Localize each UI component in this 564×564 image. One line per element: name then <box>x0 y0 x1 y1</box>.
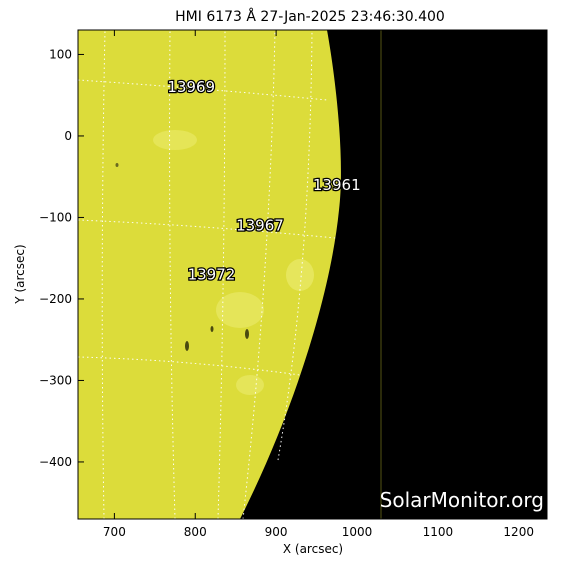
y-tick-label: 100 <box>49 47 72 61</box>
longitude-line <box>242 30 276 519</box>
sunspot <box>115 163 119 167</box>
active-region-label: 13972 <box>188 266 236 284</box>
facula <box>286 259 314 291</box>
sunspot <box>185 341 189 351</box>
facula <box>216 292 264 328</box>
y-tick-label: −100 <box>39 210 72 224</box>
watermark: SolarMonitor.org <box>380 488 544 512</box>
axes: 700 800 900 1000 1100 12001000−100−200−300−40… <box>39 30 547 539</box>
sunspot <box>210 326 214 332</box>
active-region-labels: 13969 13961 13967 13972 <box>166 77 362 285</box>
facula <box>153 130 197 150</box>
x-tick-label: 800 <box>184 525 207 539</box>
x-tick-label: 1100 <box>423 525 454 539</box>
active-region-label: 13967 <box>236 217 284 235</box>
x-tick-label: 900 <box>265 525 288 539</box>
sunspot <box>245 329 249 339</box>
active-region-label: 13961 <box>313 176 361 194</box>
faculae-group <box>153 130 314 395</box>
plot-frame <box>77 29 548 520</box>
y-tick-label: −400 <box>39 455 72 469</box>
active-region-label: 13969 <box>167 78 215 96</box>
x-axis-label: X (arcsec) <box>283 542 343 556</box>
y-tick-label: 0 <box>64 129 72 143</box>
sunspot-group <box>115 163 249 351</box>
chart-title: HMI 6173 Å 27-Jan-2025 23:46:30.400 <box>175 8 445 25</box>
latitude-line <box>78 356 301 376</box>
x-tick-label: 1000 <box>342 525 373 539</box>
longitude-line <box>101 30 106 519</box>
facula <box>236 375 264 395</box>
longitude-line <box>217 30 226 519</box>
heliographic-grid <box>78 30 336 519</box>
x-tick-label: 1200 <box>503 525 534 539</box>
y-tick-label: −200 <box>39 292 72 306</box>
latitude-line <box>78 219 336 239</box>
solar-disk <box>78 30 341 519</box>
x-tick-label: 700 <box>103 525 126 539</box>
y-axis-label: Y (arcsec) <box>13 244 27 304</box>
y-tick-label: −300 <box>39 373 72 387</box>
longitude-line <box>169 30 176 519</box>
